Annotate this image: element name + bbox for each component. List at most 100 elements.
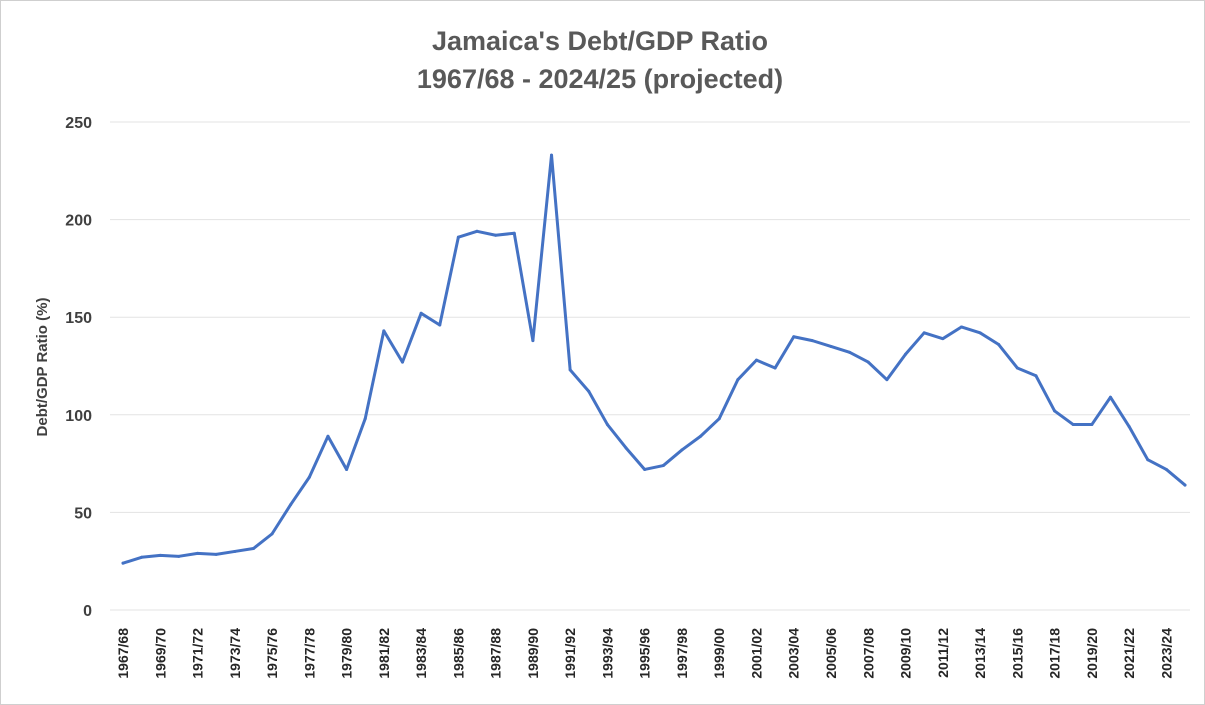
data-point [1108, 395, 1112, 399]
x-tick-label: 1987/88 [488, 628, 504, 679]
data-point [605, 423, 609, 427]
data-point [792, 335, 796, 339]
data-point [531, 339, 535, 343]
x-tick-label: 1977/78 [301, 628, 317, 679]
y-tick-label: 50 [74, 505, 92, 522]
x-tick-label: 2021/22 [1121, 628, 1137, 679]
series-line [121, 153, 1187, 565]
data-point [904, 352, 908, 356]
data-point [1071, 423, 1075, 427]
data-point [699, 434, 703, 438]
data-point [810, 339, 814, 343]
x-tick-label: 1971/72 [190, 628, 206, 679]
data-point [848, 350, 852, 354]
data-point [1164, 467, 1168, 471]
series-0 [121, 153, 1187, 565]
x-tick-label: 2003/04 [786, 628, 802, 679]
data-point [661, 464, 665, 468]
data-point [494, 233, 498, 237]
data-point [959, 325, 963, 329]
y-tick-label: 100 [65, 408, 92, 425]
data-point [773, 366, 777, 370]
x-tick-label: 2005/06 [823, 628, 839, 679]
x-tick-label: 2007/08 [860, 628, 876, 679]
y-tick-label: 150 [65, 310, 92, 327]
data-point [754, 358, 758, 362]
data-point [866, 360, 870, 364]
data-point [1034, 374, 1038, 378]
chart-subtitle: 1967/68 - 2024/25 (projected) [417, 64, 783, 94]
x-axis-ticks: 1967/68 1969/70 1971/72 1973/74 1975/76 1977/… [115, 628, 1174, 679]
data-point [419, 311, 423, 315]
data-point [680, 448, 684, 452]
data-point [456, 235, 460, 239]
data-point [214, 552, 218, 556]
data-point [978, 331, 982, 335]
data-point [643, 467, 647, 471]
y-axis-label: Debt/GDP Ratio (%) [34, 298, 51, 437]
data-point [251, 547, 255, 551]
x-tick-label: 2017/18 [1047, 628, 1063, 679]
x-tick-label: 1969/70 [152, 628, 168, 679]
data-point [270, 532, 274, 536]
data-point [307, 475, 311, 479]
data-point [289, 503, 293, 507]
data-point [550, 153, 554, 157]
series-layer [121, 153, 1187, 565]
data-point [140, 555, 144, 559]
gridlines [110, 121, 1190, 611]
x-tick-label: 1995/96 [637, 628, 653, 679]
x-tick-label: 2011/12 [935, 628, 951, 678]
data-point [1053, 409, 1057, 413]
x-tick-label: 1989/90 [525, 628, 541, 679]
data-point [233, 549, 237, 553]
x-tick-label: 1997/98 [674, 628, 690, 679]
data-point [158, 553, 162, 557]
data-point [885, 378, 889, 382]
y-tick-label: 250 [65, 115, 92, 132]
data-point [941, 337, 945, 341]
data-point [363, 417, 367, 421]
x-tick-label: 1967/68 [115, 628, 131, 679]
data-point [624, 446, 628, 450]
data-point [1183, 483, 1187, 487]
data-point [475, 229, 479, 233]
x-tick-label: 2013/14 [972, 628, 988, 679]
x-tick-label: 2015/16 [1009, 628, 1025, 679]
data-point [326, 434, 330, 438]
data-point [512, 231, 516, 235]
x-tick-label: 2001/02 [748, 628, 764, 679]
data-point [922, 331, 926, 335]
x-tick-label: 2019/20 [1084, 628, 1100, 679]
x-tick-label: 1973/74 [227, 628, 243, 679]
x-tick-label: 2023/24 [1158, 628, 1174, 679]
y-tick-label: 0 [83, 603, 92, 620]
x-tick-label: 1975/76 [264, 628, 280, 679]
x-tick-label: 2009/10 [898, 628, 914, 679]
data-point [121, 561, 125, 565]
x-tick-label: 1993/94 [599, 628, 615, 679]
data-point [382, 329, 386, 333]
data-point [196, 551, 200, 555]
x-tick-label: 1985/86 [450, 628, 466, 679]
data-point [345, 467, 349, 471]
x-tick-label: 1983/84 [413, 628, 429, 679]
x-tick-label: 1991/92 [562, 628, 578, 679]
data-point [568, 368, 572, 372]
y-axis-ticks: 0 50 100 150 200 250 [65, 115, 92, 620]
data-point [400, 360, 404, 364]
x-tick-label: 1979/80 [339, 628, 355, 679]
data-point [1090, 423, 1094, 427]
data-point [717, 417, 721, 421]
data-point [438, 323, 442, 327]
data-point [736, 378, 740, 382]
x-tick-label: 1981/82 [376, 628, 392, 679]
data-point [997, 343, 1001, 347]
y-tick-label: 200 [65, 213, 92, 230]
data-point [1146, 458, 1150, 462]
data-point [1015, 366, 1019, 370]
data-point [1127, 425, 1131, 429]
data-point [587, 389, 591, 393]
data-point [177, 554, 181, 558]
